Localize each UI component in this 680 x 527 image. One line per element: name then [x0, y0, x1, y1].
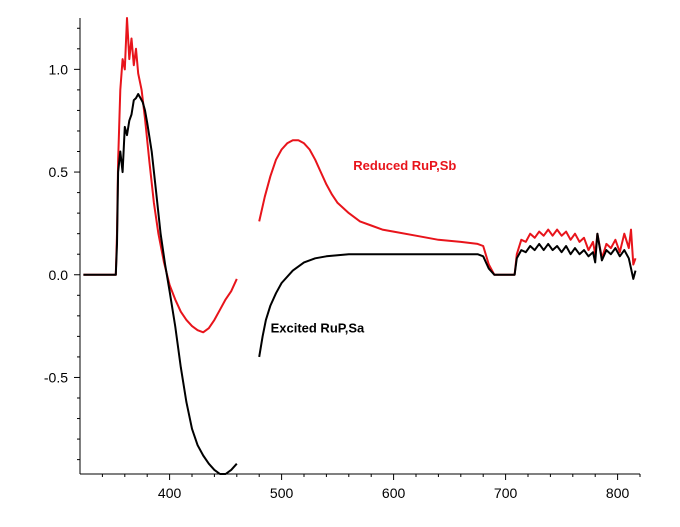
series-1-line-segment-1	[258, 232, 637, 358]
x-tick-label: 400	[158, 485, 182, 501]
y-tick-label: 0.5	[49, 164, 69, 180]
y-tick-label: 1.0	[49, 61, 69, 77]
annotation-label: Reduced RuP,Sb	[353, 158, 456, 173]
x-tick-label: 500	[270, 485, 294, 501]
x-tick-label: 600	[382, 485, 406, 501]
series-1-line-segment-0	[83, 93, 238, 475]
y-tick-label: 0.0	[49, 267, 69, 283]
ticks: 400 500 600 700 800 -0.5 0.0 0.5 1.0	[44, 27, 641, 501]
annotation-label: Excited RuP,Sa	[271, 320, 365, 335]
annotations: Reduced RuP,Sb Excited RuP,Sa	[271, 158, 457, 335]
series-group	[83, 17, 637, 475]
series-0-line-segment-0	[83, 17, 238, 334]
x-tick-label: 800	[606, 485, 630, 501]
y-tick-label: -0.5	[44, 369, 68, 385]
x-tick-label: 700	[494, 485, 518, 501]
